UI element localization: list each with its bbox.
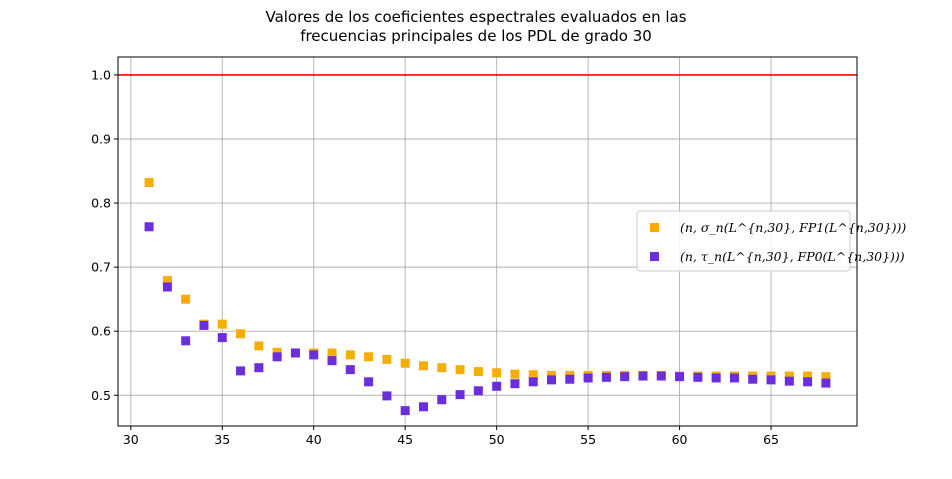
axis-ticks: 30 35 40 45 50 55 60 65 0.5 0.6 0.7 0.8 0.9 1.0 <box>91 67 779 447</box>
y-tick-label: 0.6 <box>91 324 111 339</box>
legend-marker-tau <box>650 252 659 261</box>
tau-point <box>364 377 374 387</box>
sigma-point <box>418 361 428 371</box>
data-points <box>144 178 831 416</box>
legend-marker-sigma <box>650 223 659 232</box>
tau-point <box>528 377 538 387</box>
tau-point <box>784 376 794 386</box>
x-tick-label: 55 <box>580 432 596 447</box>
tau-point <box>675 372 685 382</box>
tau-point <box>144 222 154 232</box>
x-tick-label: 65 <box>763 432 779 447</box>
sigma-point <box>455 365 465 375</box>
sigma-point <box>492 368 502 378</box>
tau-point <box>418 402 428 412</box>
x-tick-label: 60 <box>672 432 688 447</box>
sigma-point <box>473 367 483 377</box>
tau-point <box>748 374 758 384</box>
y-tick-label: 1.0 <box>91 67 111 82</box>
sigma-point <box>327 348 337 358</box>
y-tick-label: 0.9 <box>91 132 111 147</box>
tau-point <box>309 350 319 360</box>
legend-label-sigma: (n, σ_n(L^{n,30}, FP1(L^{n,30}))) <box>680 220 906 235</box>
tau-point <box>272 352 282 362</box>
y-tick-label: 0.5 <box>91 388 111 403</box>
tau-point <box>217 333 227 343</box>
tau-point <box>766 375 776 385</box>
tau-point <box>547 375 557 385</box>
chart-title-line-1: Valores de los coeficientes espectrales … <box>265 8 687 26</box>
tau-point <box>620 372 630 382</box>
tau-point <box>583 373 593 383</box>
x-tick-label: 45 <box>397 432 413 447</box>
sigma-point <box>217 319 227 329</box>
x-tick-label: 50 <box>489 432 505 447</box>
tau-point <box>455 390 465 400</box>
tau-point <box>711 373 721 383</box>
tau-point <box>821 378 831 388</box>
tau-point <box>254 363 264 373</box>
sigma-point <box>803 371 813 381</box>
chart-title: Valores de los coeficientes espectrales … <box>0 8 952 46</box>
tau-point <box>492 381 502 391</box>
legend-label-tau: (n, τ_n(L^{n,30}, FP0(L^{n,30}))) <box>680 249 905 264</box>
tau-point <box>437 395 447 405</box>
sigma-point <box>254 341 264 351</box>
tau-point <box>510 379 520 389</box>
tau-point <box>327 356 337 366</box>
legend: (n, σ_n(L^{n,30}, FP1(L^{n,30}))) (n, τ_… <box>636 210 906 272</box>
sigma-point <box>144 178 154 188</box>
tau-point <box>400 406 410 416</box>
tau-point <box>638 371 648 381</box>
tau-point <box>729 373 739 383</box>
x-tick-label: 40 <box>306 432 322 447</box>
tau-point <box>290 348 300 358</box>
sigma-point <box>364 352 374 362</box>
tau-point <box>473 386 483 396</box>
sigma-point <box>400 358 410 368</box>
y-tick-label: 0.8 <box>91 196 111 211</box>
sigma-point <box>784 371 794 381</box>
chart-title-line-2: frecuencias principales de los PDL de gr… <box>300 27 652 45</box>
legend-box <box>636 210 851 272</box>
sigma-point <box>821 372 831 382</box>
tau-point <box>601 372 611 382</box>
tau-point <box>656 371 666 381</box>
tau-point <box>236 366 246 376</box>
x-tick-label: 30 <box>123 432 139 447</box>
tau-point <box>181 336 191 346</box>
tau-point <box>382 391 392 401</box>
sigma-point <box>437 363 447 373</box>
sigma-point <box>181 294 191 304</box>
sigma-point <box>510 369 520 379</box>
tau-point <box>162 282 172 292</box>
sigma-point <box>162 276 172 286</box>
tau-point <box>803 377 813 387</box>
tau-point <box>693 372 703 382</box>
tau-point <box>345 365 355 375</box>
sigma-point <box>345 350 355 360</box>
sigma-point <box>528 370 538 380</box>
x-tick-label: 35 <box>214 432 230 447</box>
tau-point <box>199 320 209 330</box>
sigma-point <box>236 329 246 339</box>
tau-point <box>565 374 575 384</box>
y-tick-label: 0.7 <box>91 260 111 275</box>
sigma-point <box>382 354 392 364</box>
plot-frame <box>117 56 858 427</box>
